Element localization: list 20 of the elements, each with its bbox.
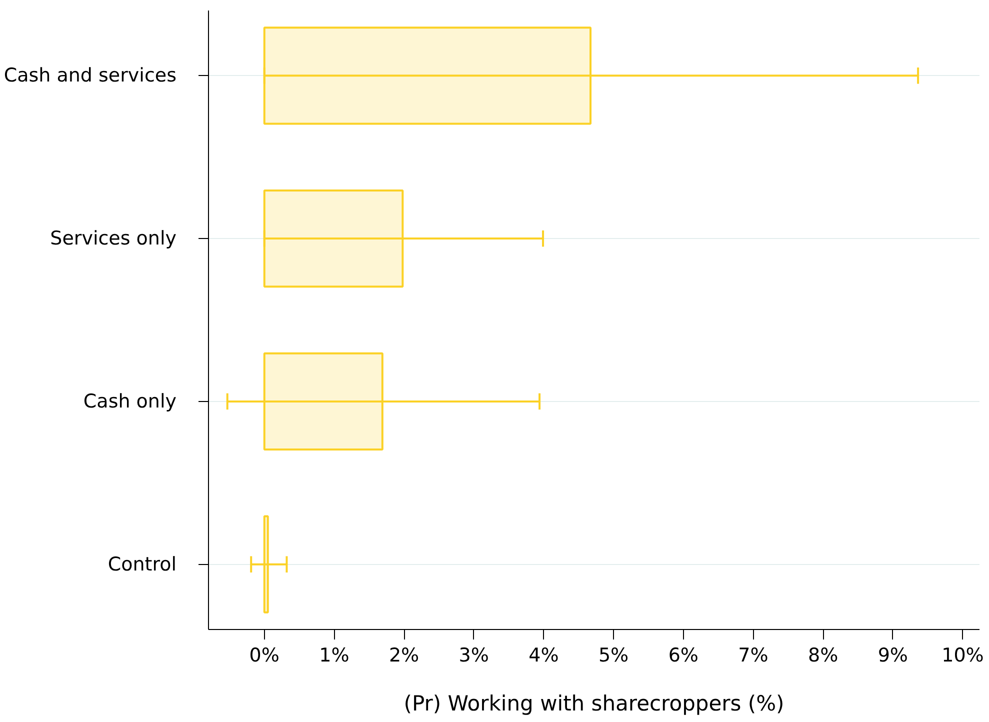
bar: [263, 515, 269, 614]
x-tick-label: 9%: [878, 644, 908, 666]
x-tick-label: 8%: [808, 644, 838, 666]
y-tick-label: Cash only: [83, 390, 177, 412]
x-tick-label: 7%: [738, 644, 768, 666]
bar: [263, 190, 404, 288]
x-tick-label: 4%: [528, 644, 559, 666]
x-tick-label: 2%: [388, 644, 420, 666]
y-tick-label: Control: [108, 553, 177, 576]
bar: [263, 26, 592, 125]
x-axis-title: (Pr) Working with sharecroppers (%): [404, 692, 784, 716]
y-tick-label: Services only: [50, 228, 177, 250]
y-tick-label: Cash and services: [4, 64, 177, 87]
x-tick-label: 0%: [249, 644, 280, 666]
x-tick-label: 1%: [319, 644, 350, 666]
x-tick-label: 5%: [598, 644, 629, 666]
x-tick-label: 3%: [458, 644, 489, 666]
x-tick-label: 10%: [942, 644, 984, 666]
bar: [263, 352, 384, 450]
x-tick-label: 6%: [668, 644, 698, 666]
